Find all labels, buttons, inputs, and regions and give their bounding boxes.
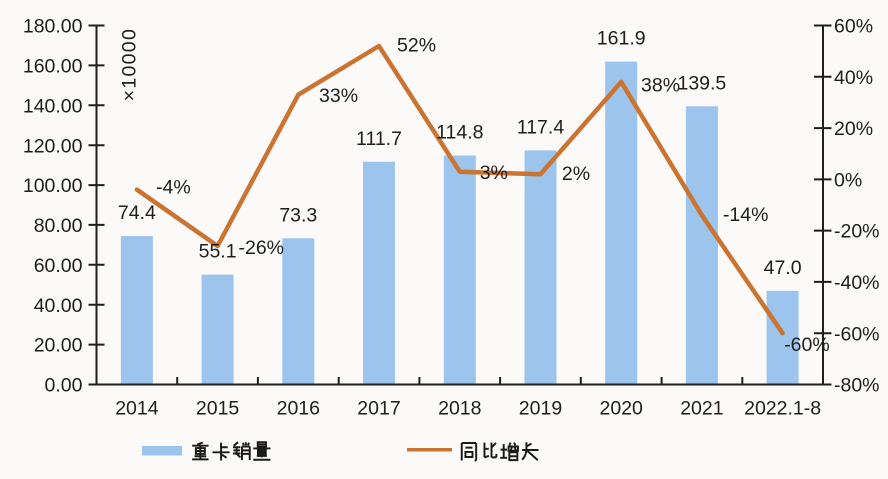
- svg-text:-20%: -20%: [834, 221, 880, 243]
- svg-text:52%: 52%: [397, 35, 436, 57]
- svg-text:-26%: -26%: [239, 237, 285, 259]
- svg-text:×10000: ×10000: [119, 28, 141, 101]
- svg-text:60%: 60%: [834, 16, 873, 38]
- svg-text:120.00: 120.00: [23, 135, 83, 157]
- svg-text:73.3: 73.3: [279, 204, 317, 226]
- svg-text:2%: 2%: [562, 163, 590, 185]
- svg-text:160.00: 160.00: [23, 56, 83, 78]
- svg-text:3%: 3%: [480, 162, 508, 184]
- svg-text:33%: 33%: [319, 85, 358, 107]
- svg-text:55.1: 55.1: [199, 241, 237, 263]
- svg-text:20.00: 20.00: [34, 335, 83, 357]
- svg-text:161.9: 161.9: [597, 28, 646, 50]
- svg-text:2021: 2021: [680, 398, 723, 420]
- svg-text:111.7: 111.7: [356, 128, 402, 150]
- svg-text:2017: 2017: [357, 398, 400, 420]
- svg-text:140.00: 140.00: [23, 95, 83, 117]
- svg-text:-40%: -40%: [834, 272, 880, 294]
- svg-text:0.00: 0.00: [45, 375, 83, 397]
- svg-text:2022.1-8: 2022.1-8: [744, 398, 821, 420]
- svg-text:180.00: 180.00: [23, 16, 83, 38]
- svg-text:-80%: -80%: [834, 375, 880, 397]
- svg-text:114.8: 114.8: [436, 122, 483, 144]
- svg-text:47.0: 47.0: [764, 257, 802, 279]
- svg-text:0%: 0%: [834, 170, 862, 192]
- svg-text:20%: 20%: [834, 118, 873, 140]
- svg-text:100.00: 100.00: [23, 175, 83, 197]
- svg-text:2020: 2020: [600, 398, 644, 420]
- svg-text:40.00: 40.00: [34, 295, 83, 317]
- svg-text:80.00: 80.00: [34, 215, 83, 237]
- svg-text:2019: 2019: [519, 398, 562, 420]
- svg-text:2014: 2014: [115, 398, 159, 420]
- svg-text:-4%: -4%: [156, 177, 191, 199]
- svg-text:60.00: 60.00: [34, 255, 83, 277]
- svg-text:2018: 2018: [438, 398, 481, 420]
- svg-text:-60%: -60%: [834, 323, 880, 345]
- svg-text:38%: 38%: [641, 74, 680, 96]
- svg-text:40%: 40%: [834, 67, 873, 89]
- svg-text:2016: 2016: [277, 398, 320, 420]
- svg-text:139.5: 139.5: [677, 72, 726, 94]
- svg-text:-60%: -60%: [784, 334, 830, 356]
- svg-text:117.4: 117.4: [517, 117, 565, 139]
- svg-text:74.4: 74.4: [118, 202, 156, 224]
- svg-text:-14%: -14%: [723, 204, 769, 226]
- svg-text:2015: 2015: [196, 398, 240, 420]
